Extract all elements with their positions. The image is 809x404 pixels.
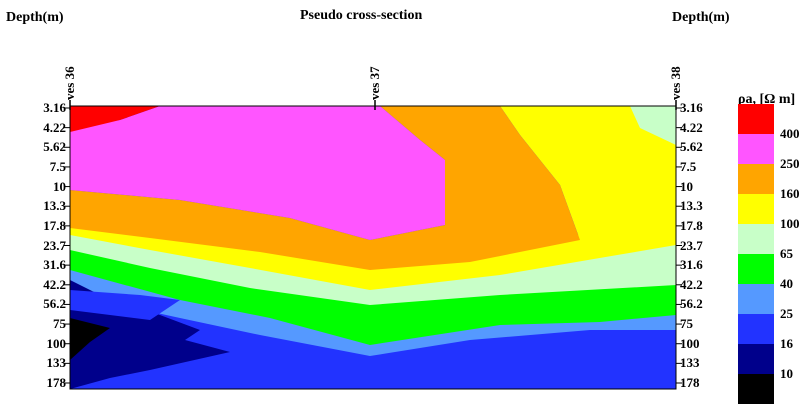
y-tick-label-right: 3.16 [680, 100, 703, 115]
legend-swatch [738, 344, 774, 374]
y-tick-label-left: 133 [46, 355, 67, 371]
region-65-upper [630, 106, 676, 145]
region-16-wedge [70, 290, 180, 320]
legend-value: 400 [780, 126, 800, 141]
y-tick-label-right: 23.7 [680, 237, 703, 253]
y-tick-label-left: 42.2 [43, 276, 66, 292]
legend-value: 16 [780, 336, 793, 351]
station-label: ves 37 [367, 66, 382, 100]
legend-value: 100 [780, 216, 800, 231]
y-tick-label-left: 23.7 [43, 237, 66, 253]
legend-swatch [738, 104, 774, 134]
region-25 [70, 258, 676, 356]
legend-title: ρa, [Ω m] [738, 92, 796, 107]
region-lowest [70, 318, 110, 360]
legend-value: 25 [780, 306, 793, 321]
y-tick-label-right: 10 [680, 178, 693, 194]
legend-value: 250 [780, 156, 800, 171]
y-tick-label-left: 100 [46, 335, 67, 351]
y-tick-label-left: 5.62 [43, 139, 66, 155]
y-tick-label-left: 3.16 [43, 100, 66, 115]
y-tick-label-right: 56.2 [680, 296, 703, 312]
legend-swatch [738, 224, 774, 254]
y-tick-label-left: 56.2 [43, 296, 66, 312]
y-tick-label-right: 5.62 [680, 139, 703, 155]
region-400 [70, 106, 160, 132]
legend-swatch [738, 134, 774, 164]
region-65 [70, 230, 676, 305]
legend-value: 160 [780, 186, 800, 201]
legend-swatch [738, 314, 774, 344]
y-tick-label-left: 10 [53, 178, 66, 194]
y-tick-label-right: 4.22 [680, 119, 703, 135]
plot-frame [69, 105, 677, 390]
page-title: Pseudo cross-section [300, 8, 423, 23]
region-250 [70, 106, 445, 240]
y-tick-label-right: 17.8 [680, 217, 703, 233]
legend-value: 10 [780, 366, 793, 381]
y-tick-label-left: 13.3 [43, 198, 66, 214]
y-tick-label-left: 7.5 [49, 158, 66, 174]
y-tick-label-left: 75 [53, 316, 66, 332]
legend-value: 40 [780, 276, 793, 291]
y-tick-label-right: 133 [680, 355, 700, 371]
legend-swatch [738, 194, 774, 224]
region-40 [70, 240, 676, 345]
legend-swatch [738, 374, 774, 404]
y-tick-label-left: 31.6 [43, 257, 66, 273]
legend-value: 65 [780, 246, 793, 261]
y-tick-label-right: 75 [680, 316, 693, 332]
y-tick-label-right: 100 [680, 335, 700, 351]
y-tick-label-left: 178 [46, 375, 67, 390]
region-100-upper [500, 106, 676, 240]
y-tick-label-right: 31.6 [680, 257, 703, 273]
legend-swatch [738, 254, 774, 284]
station-label: ves 38 [668, 66, 683, 100]
y-tick-label-right: 13.3 [680, 198, 703, 214]
legend-swatch [738, 284, 774, 314]
y-tick-label-right: 42.2 [680, 276, 703, 292]
y-tick-label-right: 7.5 [680, 158, 697, 174]
region-160 [70, 106, 580, 270]
y-axis-label-right: Depth(m) [672, 10, 730, 25]
station-label: ves 36 [62, 66, 77, 100]
y-tick-label-left: 4.22 [43, 119, 66, 135]
y-tick-label-right: 178 [680, 375, 700, 390]
y-tick-label-left: 17.8 [43, 217, 66, 233]
cross-section-plot [64, 100, 682, 390]
legend-swatch [738, 164, 774, 194]
y-axis-label-left: Depth(m) [6, 10, 64, 25]
